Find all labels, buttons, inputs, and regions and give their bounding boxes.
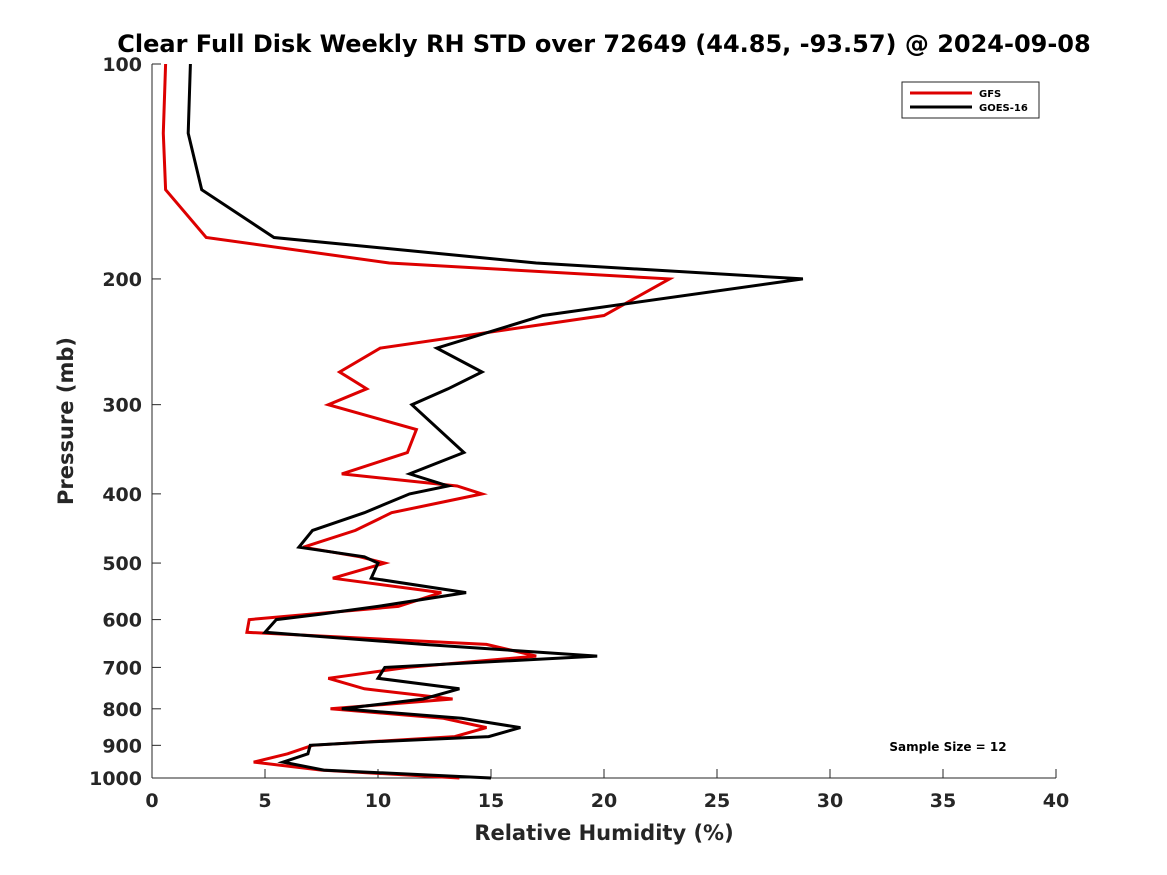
y-tick-label: 400 xyxy=(102,484,142,506)
y-axis-ticks: 100 200 300 400 500 600 700 800 900 1000 xyxy=(89,54,161,790)
legend-box xyxy=(901,81,1040,119)
y-tick-label: 800 xyxy=(102,699,142,721)
x-tick-label: 20 xyxy=(591,790,617,812)
x-tick-label: 35 xyxy=(930,790,956,812)
x-tick-label: 15 xyxy=(478,790,504,812)
y-tick-label: 600 xyxy=(102,610,142,632)
legend-label: GOES-16 xyxy=(979,103,1028,114)
series-layer xyxy=(161,63,804,780)
legend: GFS GOES-16 xyxy=(901,81,1040,119)
axes xyxy=(151,64,1056,779)
y-tick-label: 500 xyxy=(102,553,142,575)
x-tick-label: 10 xyxy=(365,790,391,812)
series-line-gfs xyxy=(161,63,675,780)
chart-title: Clear Full Disk Weekly RH STD over 72649… xyxy=(117,30,1090,58)
y-tick-label: 300 xyxy=(102,395,142,417)
series-line-goes-16 xyxy=(186,63,804,780)
y-tick-label: 200 xyxy=(102,269,142,291)
y-tick-label: 700 xyxy=(102,657,142,679)
sample-size-annotation: Sample Size = 12 xyxy=(889,740,1006,754)
y-tick-label: 1000 xyxy=(89,768,142,790)
y-tick-label: 100 xyxy=(102,54,142,76)
y-axis-label: Pressure (mb) xyxy=(54,337,78,505)
x-axis-label: Relative Humidity (%) xyxy=(474,821,733,845)
legend-label: GFS xyxy=(979,89,1001,100)
x-tick-label: 40 xyxy=(1043,790,1069,812)
x-tick-label: 0 xyxy=(145,790,158,812)
y-tick-label: 900 xyxy=(102,735,142,757)
x-tick-label: 5 xyxy=(258,790,271,812)
x-tick-label: 25 xyxy=(704,790,730,812)
x-tick-label: 30 xyxy=(817,790,843,812)
x-axis-ticks: 0 5 10 15 20 25 30 35 40 xyxy=(145,769,1069,812)
